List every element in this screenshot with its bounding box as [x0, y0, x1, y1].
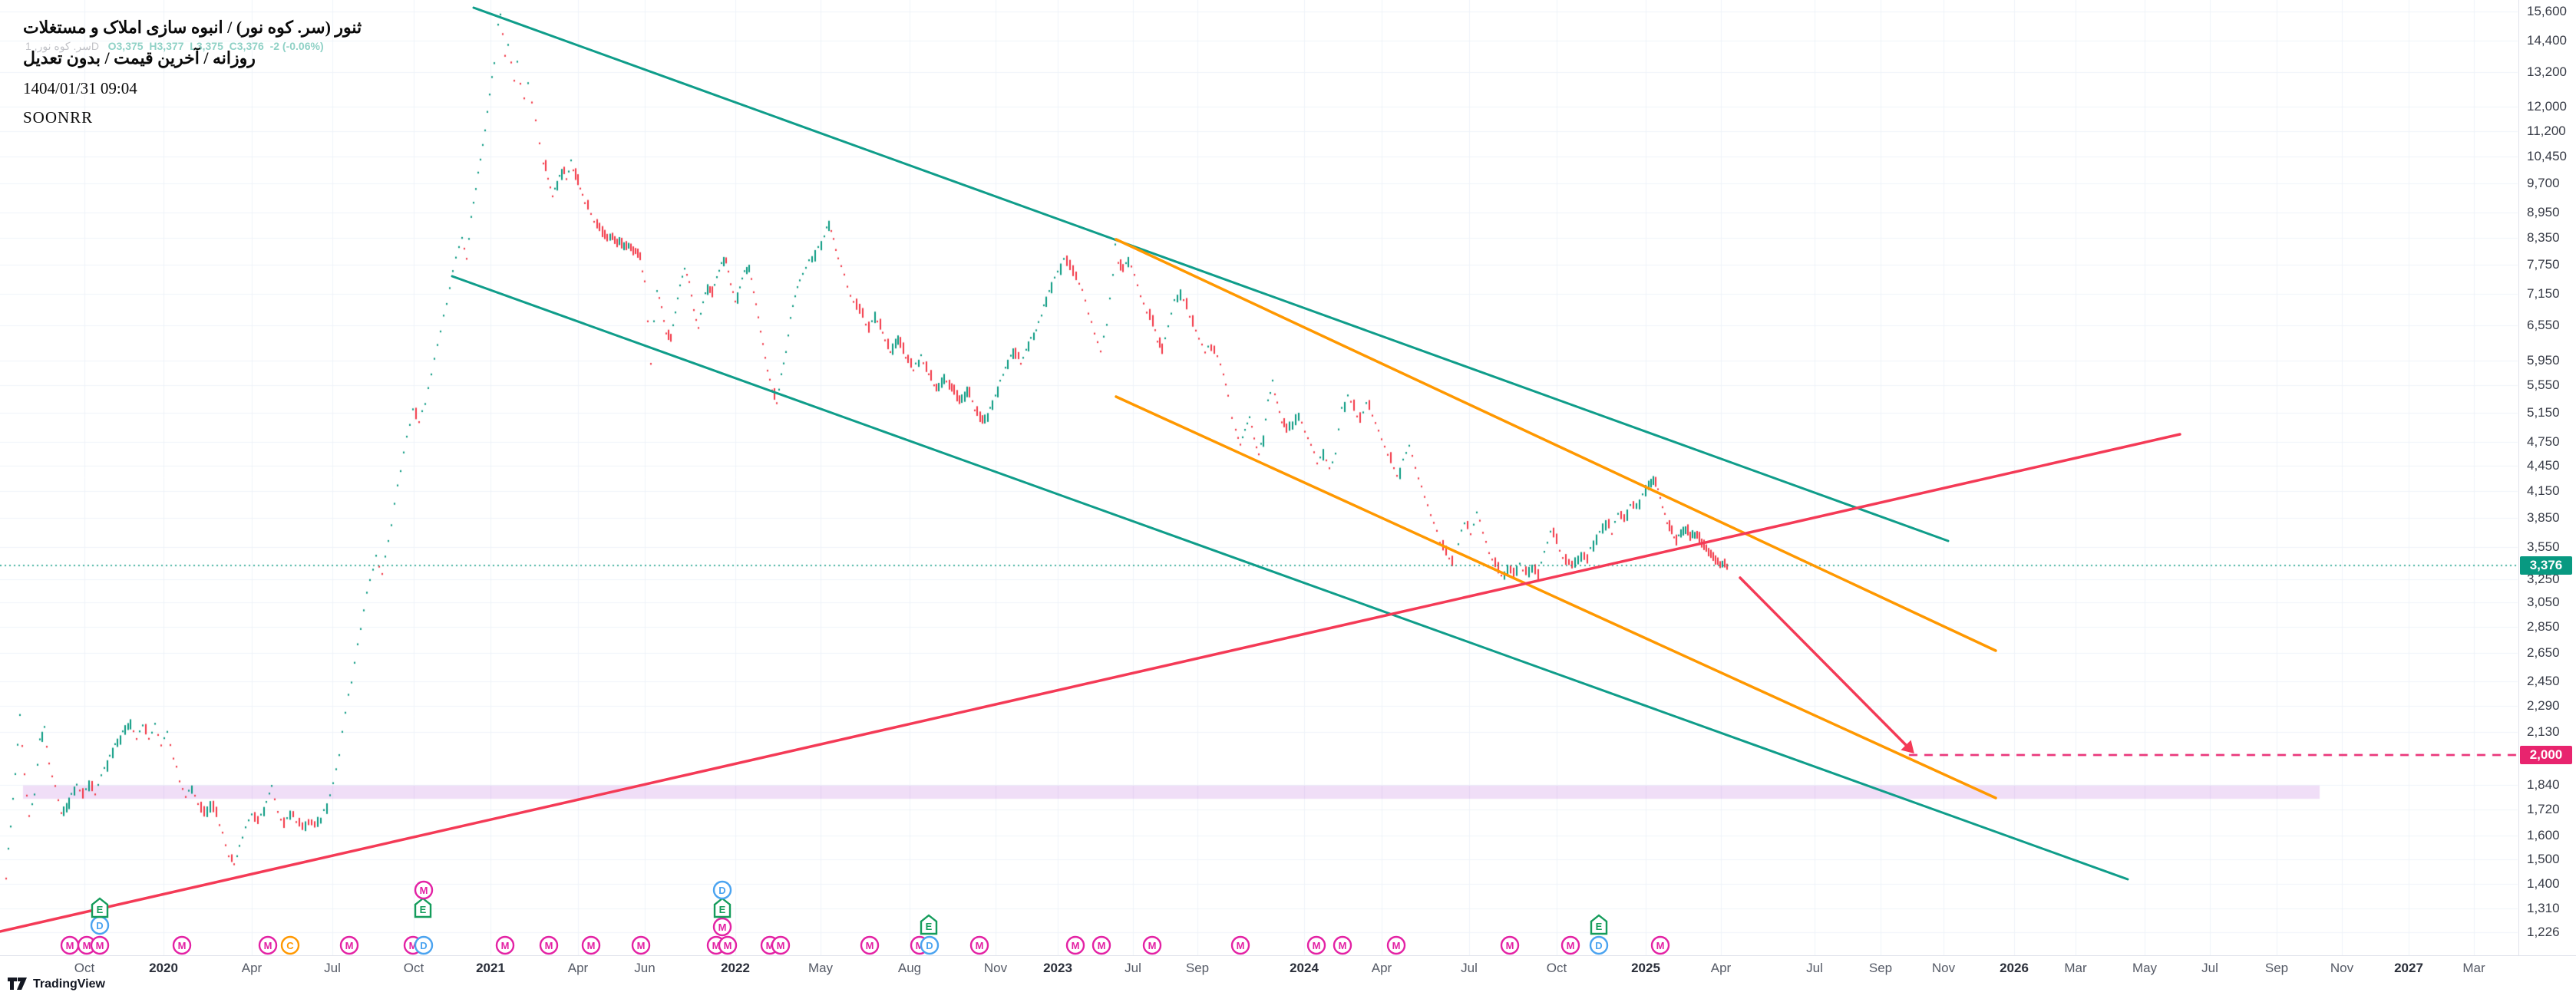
time-axis-label: Sep: [1868, 961, 1893, 975]
price-axis-label: 2,290: [2527, 698, 2560, 714]
time-axis-label: 2027: [2394, 961, 2423, 975]
tradingview-logo-icon: [8, 978, 27, 990]
price-axis-label: 9,700: [2527, 176, 2560, 191]
price-axis-label: 8,350: [2527, 229, 2560, 245]
time-axis-label: Apr: [1371, 961, 1392, 975]
time-axis-label: Jul: [2201, 961, 2218, 975]
time-axis-label: Sep: [2264, 961, 2289, 975]
last-price-badge: 3,376: [2520, 556, 2572, 575]
price-axis-label: 1,500: [2527, 851, 2560, 866]
time-axis[interactable]: Oct 2020 Apr Jul Oct 2021 Apr Jun 2022 May Aug Nov 2…: [0, 955, 2576, 999]
tradingview-logo[interactable]: TradingView: [8, 976, 105, 993]
price-axis-label: 13,200: [2527, 64, 2567, 79]
price-axis-label: 7,750: [2527, 256, 2560, 272]
price-axis-label: 3,850: [2527, 509, 2560, 525]
legend-open: O3,375: [107, 40, 144, 52]
time-axis-label: 2022: [721, 961, 750, 975]
legend-symbol: سر. کوه نور, 1D: [25, 40, 99, 52]
time-axis-label: 2023: [1043, 961, 1072, 975]
time-axis-label: May: [2132, 961, 2158, 975]
time-axis-label: Sep: [1185, 961, 1210, 975]
price-axis-label: 2,850: [2527, 618, 2560, 634]
snapshot-datetime: 1404/01/31 09:04: [23, 79, 137, 97]
time-axis-label: Jul: [1125, 961, 1141, 975]
time-axis-label: 2024: [1290, 961, 1319, 975]
time-axis-label: Aug: [897, 961, 922, 975]
price-axis-label: 3,550: [2527, 539, 2560, 555]
price-axis-label: 8,950: [2527, 205, 2560, 219]
time-axis-label: 2026: [2000, 961, 2029, 975]
ticker-symbol: SOONRR: [23, 108, 94, 127]
time-axis-label: Mar: [2462, 961, 2485, 975]
price-pane-canvas[interactable]: [0, 0, 2518, 955]
price-axis-label: 1,226: [2527, 924, 2560, 939]
time-axis-label: Nov: [1931, 961, 1956, 975]
price-axis-label: 5,550: [2527, 378, 2560, 393]
price-axis-label: 7,150: [2527, 285, 2560, 301]
time-axis-label: Oct: [74, 961, 95, 975]
legend-change: -2 (-0.06%): [269, 40, 324, 52]
price-axis-label: 15,600: [2527, 3, 2567, 18]
price-axis-label: 14,400: [2527, 32, 2567, 48]
ohlc-legend[interactable]: سر. کوه نور, 1D O3,375 H3,377 L3,375 C3,…: [25, 40, 324, 53]
price-axis-label: 5,950: [2527, 352, 2560, 368]
instrument-title: ثنور (سر. کوه نور) / انبوه سازی املاک و …: [23, 18, 362, 37]
time-axis-label: Jun: [634, 961, 656, 975]
time-axis-label: Apr: [241, 961, 263, 975]
price-axis-label: 1,400: [2527, 876, 2560, 892]
time-axis-label: Jul: [1806, 961, 1823, 975]
time-axis-label: Mar: [2064, 961, 2087, 975]
time-axis-label: Apr: [567, 961, 589, 975]
price-axis-label: 5,150: [2527, 404, 2560, 420]
time-axis-label: Jul: [1461, 961, 1478, 975]
time-axis-label: May: [807, 961, 834, 975]
price-axis[interactable]: 15,600 14,400 13,200 12,000 11,200 10,450 9,70…: [2518, 0, 2576, 955]
time-axis-label: 2021: [476, 961, 505, 975]
time-axis-label: Apr: [1710, 961, 1732, 975]
price-axis-label: 1,840: [2527, 777, 2560, 793]
price-axis-label: 4,150: [2527, 483, 2560, 498]
time-axis-label: Jul: [324, 961, 341, 975]
time-axis-label: Oct: [1546, 961, 1567, 975]
legend-close: C3,376: [229, 40, 264, 52]
time-axis-label: Oct: [403, 961, 424, 975]
time-axis-label: Nov: [983, 961, 1008, 975]
price-axis-label: 6,550: [2527, 318, 2560, 333]
time-axis-label: Nov: [2330, 961, 2354, 975]
legend-high: H3,377: [149, 40, 184, 52]
price-axis-label: 2,130: [2527, 724, 2560, 740]
price-axis-label: 3,050: [2527, 594, 2560, 609]
price-axis-label: 11,200: [2527, 124, 2566, 139]
price-axis-label: 2,650: [2527, 645, 2560, 661]
price-axis-label: 1,720: [2527, 802, 2560, 817]
price-axis-label: 2,450: [2527, 674, 2560, 689]
chart-annotations: ثنور (سر. کوه نور) / انبوه سازی املاک و …: [23, 12, 362, 132]
price-axis-label: 12,000: [2527, 98, 2567, 114]
tradingview-logo-text: TradingView: [33, 978, 105, 991]
price-axis-label: 1,310: [2527, 900, 2560, 915]
legend-low: L3,375: [190, 40, 223, 52]
price-axis-label: 1,600: [2527, 828, 2560, 843]
price-axis-label: 4,450: [2527, 457, 2560, 473]
time-axis-label: 2025: [1631, 961, 1660, 975]
time-axis-label: 2020: [149, 961, 178, 975]
chart-settings-line: روزانه / آخرین قیمت / بدون تعدیل: [23, 48, 256, 68]
price-axis-label: 3,250: [2527, 571, 2560, 586]
price-axis-label: 4,750: [2527, 434, 2560, 449]
alert-price-badge: 2,000: [2520, 745, 2572, 764]
price-axis-label: 10,450: [2527, 148, 2567, 163]
